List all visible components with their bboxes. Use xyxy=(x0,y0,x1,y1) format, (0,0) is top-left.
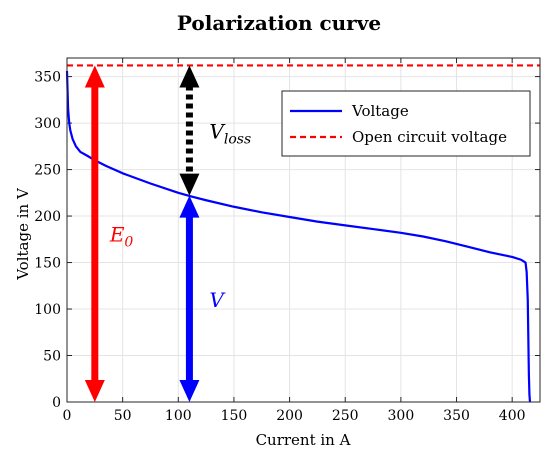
y-tick-label: 200 xyxy=(34,209,61,225)
y-axis-label: Voltage in V xyxy=(14,187,32,281)
x-tick-label: 350 xyxy=(443,408,470,424)
x-tick-label: 300 xyxy=(388,408,415,424)
y-tick-label: 300 xyxy=(34,116,61,132)
annotation-label-3: V xyxy=(209,288,226,312)
legend-label-1: Voltage xyxy=(351,102,409,120)
annotation-arrow-3 xyxy=(179,195,200,402)
chart-title: Polarization curve xyxy=(177,11,381,35)
y-tick-label: 0 xyxy=(52,395,61,411)
annotation-label-main: V xyxy=(209,288,226,312)
x-tick-label: 200 xyxy=(276,408,303,424)
y-tick-label: 150 xyxy=(34,256,61,272)
y-tick-label: 350 xyxy=(34,70,61,86)
y-tick-label: 250 xyxy=(34,163,61,179)
annotation-label-main: V xyxy=(209,120,226,144)
x-tick-label: 0 xyxy=(63,408,72,424)
annotation-arrow-1 xyxy=(84,65,105,402)
x-tick-label: 250 xyxy=(332,408,359,424)
x-tick-label: 50 xyxy=(114,408,132,424)
x-axis-label: Current in A xyxy=(256,431,351,449)
axes-frame xyxy=(66,57,541,403)
annotation-arrow-2 xyxy=(179,65,200,196)
annotation-label-1: E0 xyxy=(109,223,134,251)
legend-label-2: Open circuit voltage xyxy=(352,128,507,146)
y-tick-label: 100 xyxy=(34,302,61,318)
annotation-label-sub: loss xyxy=(224,132,251,148)
x-tick-label: 150 xyxy=(221,408,248,424)
annotation-label-main: E xyxy=(109,223,125,247)
x-tick-label: 400 xyxy=(499,408,526,424)
annotation-label-2: Vloss xyxy=(209,120,251,148)
series-line-1 xyxy=(65,70,532,403)
legend: Voltage Open circuit voltage xyxy=(281,90,531,157)
annotation-label-sub: 0 xyxy=(124,235,133,251)
x-tick-label: 100 xyxy=(165,408,192,424)
y-tick-label: 50 xyxy=(43,349,61,365)
plot-area: 0 50 100 150 200 250 300 350 400 0 50 100 150 200 250 3… xyxy=(34,57,541,424)
